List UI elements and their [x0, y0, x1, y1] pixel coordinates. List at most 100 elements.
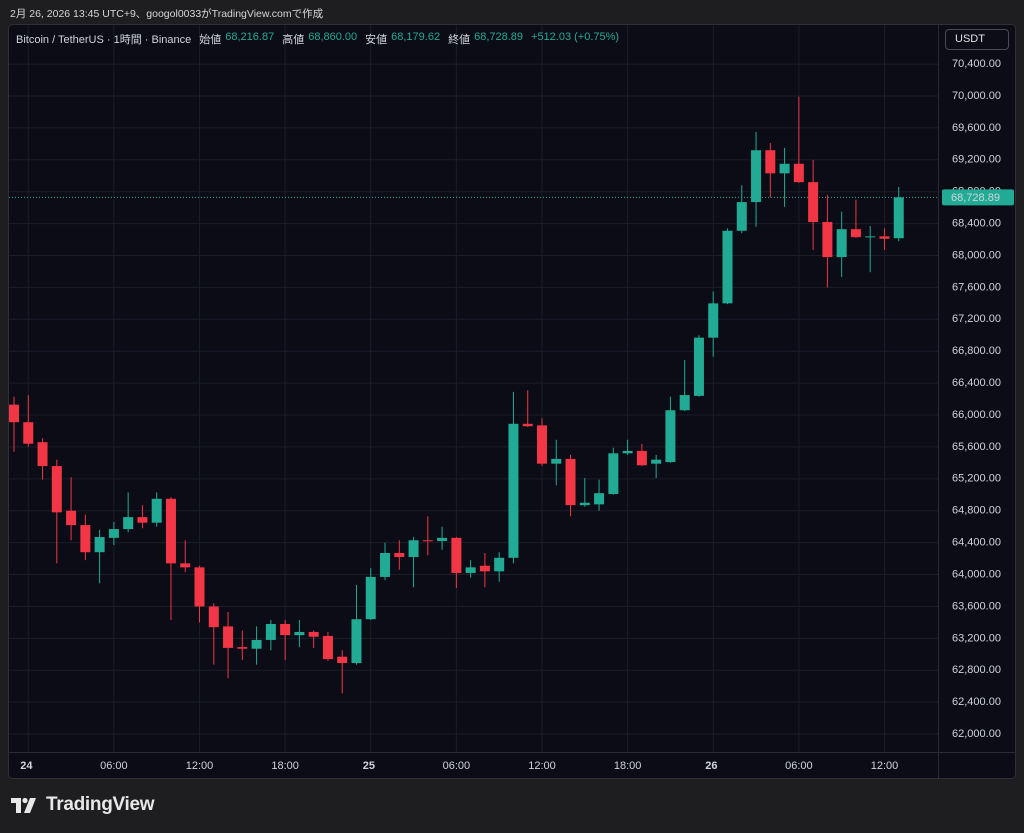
- candle-body: [265, 623, 276, 640]
- candle: [465, 560, 476, 578]
- candle-body: [822, 222, 833, 258]
- y-tick-label: 70,400.00: [952, 58, 1001, 70]
- candle: [722, 228, 733, 305]
- candle: [165, 497, 176, 620]
- candle: [793, 96, 804, 183]
- candle-body: [9, 404, 19, 423]
- candle: [879, 228, 890, 250]
- candle-body: [579, 502, 590, 506]
- candle-body: [708, 303, 719, 338]
- candle-body: [337, 656, 348, 664]
- candle: [123, 492, 134, 533]
- candle-body: [280, 623, 291, 636]
- candle-body: [508, 423, 519, 558]
- change: +512.03 (+0.75%): [531, 31, 620, 43]
- x-tick-label: 06:00: [443, 760, 471, 772]
- x-tick-label: 24: [20, 760, 33, 772]
- candle: [708, 291, 719, 357]
- y-tick-label: 66,800.00: [952, 345, 1001, 357]
- candle: [337, 650, 348, 694]
- candle: [380, 542, 391, 581]
- y-tick-label: 67,200.00: [952, 313, 1001, 325]
- candle: [451, 537, 462, 589]
- tradingview-logo-icon: [11, 797, 36, 813]
- y-tick-label: 66,000.00: [952, 409, 1001, 421]
- candle: [108, 521, 119, 546]
- candle-body: [865, 236, 876, 238]
- candle: [394, 540, 405, 570]
- candle-body: [565, 458, 576, 506]
- legend-value: 68,860.00: [308, 31, 358, 43]
- candle: [9, 396, 19, 452]
- candle: [579, 478, 590, 507]
- candle-body: [94, 537, 105, 553]
- x-tick-label: 18:00: [614, 760, 642, 772]
- y-tick-label: 65,200.00: [952, 473, 1001, 485]
- y-tick-label: 67,600.00: [952, 281, 1001, 293]
- candle-body: [765, 150, 776, 174]
- candle: [422, 516, 433, 556]
- candle-body: [294, 631, 305, 636]
- candle: [308, 630, 319, 648]
- candle-body: [394, 553, 405, 557]
- candle-body: [123, 517, 134, 530]
- candle-body: [665, 410, 676, 463]
- x-tick-label: 18:00: [271, 760, 299, 772]
- y-tick-label: 63,200.00: [952, 632, 1001, 644]
- candle: [651, 454, 662, 479]
- candle: [565, 454, 576, 517]
- y-tick-label: 68,000.00: [952, 249, 1001, 261]
- candle-body: [308, 631, 319, 637]
- candle-body: [679, 395, 690, 411]
- y-tick-label: 64,800.00: [952, 505, 1001, 517]
- candle-body: [722, 230, 733, 304]
- caption: 2月 26, 2026 13:45 UTC+9、googol0033がTradi…: [10, 8, 324, 20]
- candle: [66, 477, 77, 541]
- candle-body: [66, 510, 77, 526]
- candle-body: [879, 236, 890, 239]
- currency-button[interactable]: USDT: [945, 29, 1009, 50]
- y-tick-label: 66,400.00: [952, 377, 1001, 389]
- candle-body: [351, 619, 362, 664]
- candle-body: [651, 459, 662, 464]
- chart-panel: [8, 24, 1016, 779]
- y-tick-label: 70,000.00: [952, 90, 1001, 102]
- candle: [551, 439, 562, 486]
- candle-body: [380, 553, 391, 577]
- candle: [23, 395, 34, 447]
- candle: [608, 447, 619, 495]
- candle: [208, 603, 219, 665]
- legend-value: 68,179.62: [391, 31, 441, 43]
- candle: [893, 186, 904, 242]
- candle-body: [893, 197, 904, 239]
- grid: [9, 25, 938, 752]
- x-tick-label: 06:00: [100, 760, 128, 772]
- candle-body: [422, 540, 433, 542]
- candle-body: [37, 442, 48, 467]
- candle: [508, 391, 519, 564]
- candle-body: [622, 450, 633, 454]
- symbol: Bitcoin / TetherUS · 1時間 · Binance: [16, 34, 192, 46]
- candle-body: [451, 537, 462, 573]
- candle-body: [137, 517, 148, 523]
- candle-body: [365, 576, 376, 620]
- y-tick-label: 62,400.00: [952, 696, 1001, 708]
- candle-body: [408, 540, 419, 557]
- y-tick-label: 64,000.00: [952, 568, 1001, 580]
- candle: [736, 185, 747, 234]
- candle: [765, 143, 776, 198]
- candle-body: [237, 647, 248, 649]
- candle: [94, 529, 105, 584]
- y-tick-label: 64,400.00: [952, 537, 1001, 549]
- candle-body: [223, 626, 234, 648]
- last-price-label: 68,728.89: [951, 192, 1000, 204]
- last-price-box: [942, 189, 1014, 206]
- candle: [365, 568, 376, 620]
- candle: [80, 514, 91, 561]
- x-tick-label: 25: [363, 760, 375, 772]
- logo-text: TradingView: [46, 794, 155, 815]
- candle-body: [594, 493, 605, 505]
- y-tick-label: 69,600.00: [952, 122, 1001, 134]
- candle: [180, 540, 191, 573]
